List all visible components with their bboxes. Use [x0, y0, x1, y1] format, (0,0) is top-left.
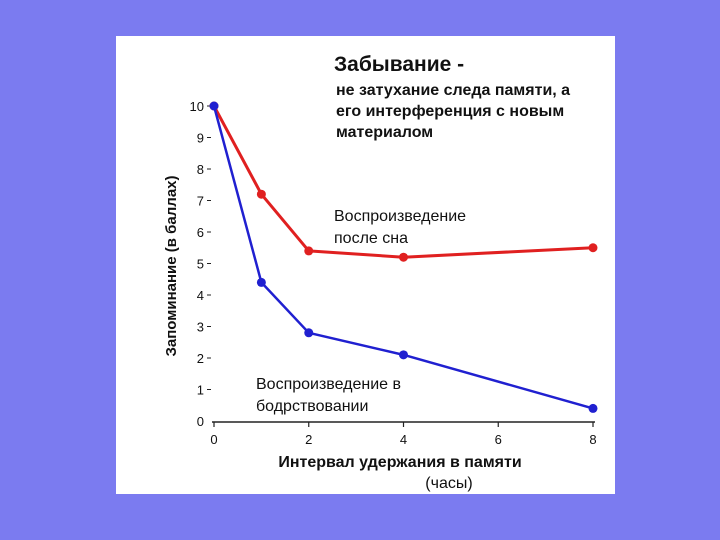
chart-subtitle-line-1: не затухание следа памяти, а	[336, 82, 570, 99]
chart-subtitle-line-2: его интерференция с новым	[336, 103, 564, 120]
x-axis-label: Интервал удержания в памяти	[278, 454, 521, 471]
series-2-point	[588, 403, 598, 413]
series-2-point	[304, 328, 314, 338]
y-tick-label: 1	[197, 383, 204, 398]
series-2-point	[256, 277, 266, 287]
y-tick-label: 0	[197, 414, 204, 429]
y-tick-label: 5	[197, 257, 204, 272]
y-tick-label: 4	[197, 288, 204, 303]
chart-subtitle-line-3: материалом	[336, 124, 433, 141]
series-1-point	[304, 246, 314, 256]
y-tick-label: 7	[197, 194, 204, 209]
x-tick-label: 8	[589, 432, 596, 447]
forgetting-chart: Забывание - не затухание следа памяти, а…	[163, 53, 598, 492]
y-tick-label: 8	[197, 162, 204, 177]
y-tick-label: 6	[197, 225, 204, 240]
chart-title: Забывание -	[334, 53, 464, 76]
x-axis-unit: (часы)	[425, 475, 472, 492]
y-tick-label: 3	[197, 320, 204, 335]
x-tick-label: 4	[400, 432, 407, 447]
blue-series-label-line-2: бодрствовании	[256, 398, 368, 415]
red-series-label-line-2: после сна	[334, 230, 408, 247]
series-1-point	[399, 252, 408, 262]
series-1-point	[256, 189, 266, 199]
series-2-point	[399, 350, 408, 360]
y-axis-label: Запоминание (в баллах)	[163, 175, 180, 356]
x-tick-label: 6	[495, 432, 502, 447]
series-2-point	[209, 101, 219, 111]
x-tick-label: 2	[305, 432, 312, 447]
red-series-label-line-1: Воспроизведение	[334, 208, 466, 225]
y-tick-label: 10	[190, 99, 204, 114]
series-1-point	[588, 243, 598, 253]
y-tick-label: 2	[197, 351, 204, 366]
x-tick-label: 0	[210, 432, 217, 447]
chart-panel: Забывание - не затухание следа памяти, а…	[116, 36, 615, 494]
y-tick-label: 9	[197, 131, 204, 146]
blue-series-label-line-1: Воспроизведение в	[256, 376, 401, 393]
